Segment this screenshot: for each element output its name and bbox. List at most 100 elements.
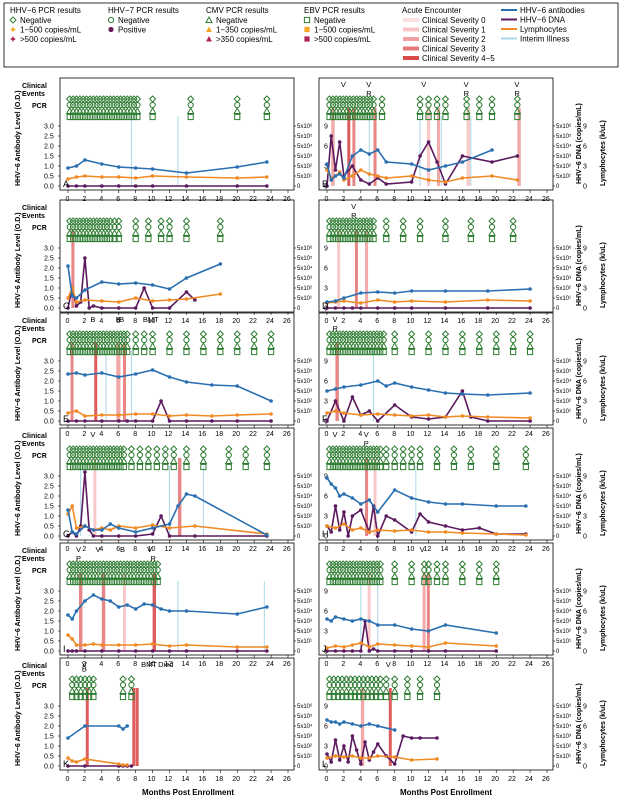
severity-band: [93, 458, 97, 536]
x-tick-label: 16: [198, 431, 206, 438]
pcr-ebv-marker: [356, 578, 364, 586]
pcr-ebv-marker: [113, 463, 121, 471]
y-lymph-tick-label: 6: [583, 724, 587, 731]
lymphocytes-point: [350, 174, 355, 178]
lymphocytes-line: [326, 755, 438, 761]
pcr-cmv-marker: [379, 341, 388, 349]
hhv6-antibodies-point: [91, 593, 96, 597]
pcr-hhv6-marker: [407, 445, 416, 453]
hhv6-dna-point: [66, 306, 70, 310]
y-lymph-tick-label: 9: [583, 124, 587, 131]
pcr-cmv-marker: [509, 228, 517, 236]
pcr-cmv-marker: [199, 456, 208, 464]
legend-label: Positive: [118, 26, 147, 35]
y-dna-label: HHV−6 DNA (copies/mL): [576, 453, 583, 534]
y-lymph-tick-label: 3: [583, 286, 587, 293]
pcr-ebv-marker: [81, 693, 89, 701]
x-tick-label: 18: [215, 196, 223, 203]
y-dna-tick-label: 5x10³: [556, 619, 571, 625]
pcr-ebv-marker: [370, 578, 377, 586]
lymphocytes-point: [350, 754, 355, 758]
pcr-hhv6-marker: [127, 675, 136, 683]
pcr-hhv7-marker: [234, 101, 241, 109]
pcr-hhv7-marker: [442, 336, 449, 344]
pcr-hhv6-marker: [157, 217, 165, 225]
pcr-ebv-marker: [329, 113, 337, 121]
lymphocytes-line: [67, 634, 267, 648]
hhv6-antibodies-point: [337, 172, 342, 176]
y-tick-label: 1.5: [44, 154, 54, 161]
clinical-event: B: [116, 315, 121, 324]
legend-label: Lymphocytes: [520, 25, 567, 34]
pcr-hhv6-marker: [127, 445, 136, 453]
x-axis-title: Months Post Enrollment: [400, 788, 492, 797]
hhv6-dna-point: [515, 154, 520, 158]
pcr-hhv7-marker: [433, 681, 441, 689]
x-tick-label: 22: [249, 431, 257, 438]
pcr-ebv-marker: [400, 463, 407, 471]
pcr-hhv6-marker: [416, 675, 424, 683]
y-tick-label: 1.5: [44, 276, 54, 283]
lymphocytes-point: [66, 296, 70, 300]
x-tick-label: 8: [392, 318, 396, 325]
hhv6-dna-point: [350, 395, 355, 399]
x-tick-label: 4: [99, 431, 103, 438]
pcr-label: PCR: [32, 568, 47, 575]
y-dna-tick-label: 5x10¹: [297, 754, 312, 760]
lymphocytes-point: [528, 299, 532, 303]
y-lymph-tick-label: 9: [583, 704, 587, 711]
hhv6-dna-point: [435, 160, 439, 164]
y-dna-tick-label: 5x10²: [297, 629, 312, 635]
x-tick-label: 10: [407, 661, 415, 668]
x-tick-label: 20: [491, 661, 499, 668]
hhv6-antibodies-point: [460, 502, 465, 506]
x-tick-label: 14: [181, 431, 189, 438]
y-dna-tick-label: 5x10¹: [297, 639, 312, 645]
lymphocytes-point: [375, 642, 380, 646]
pcr-ebv-marker: [380, 348, 387, 356]
hhv6-dna-point: [350, 734, 355, 738]
y-dna-tick-label: 5x10⁴: [556, 378, 572, 385]
pcr-hhv6-marker: [522, 445, 530, 453]
hhv6-dna-point: [384, 514, 389, 518]
pcr-ebv-marker: [346, 113, 353, 121]
hhv6-antibodies-point: [375, 148, 380, 152]
hhv6-antibodies-point: [443, 502, 448, 506]
pcr-ebv-marker: [336, 348, 343, 356]
pcr-ebv-marker: [367, 348, 374, 356]
hhv6-dna-point: [83, 649, 87, 653]
pcr-hhv6-marker: [144, 217, 153, 225]
pcr-ebv-marker: [433, 578, 441, 586]
lymphocytes-point: [375, 754, 380, 758]
x-tick-label: 18: [474, 661, 482, 668]
pcr-ebv-marker: [353, 113, 360, 121]
pcr-hhv6-marker: [488, 217, 496, 225]
pcr-ebv-marker: [364, 693, 371, 701]
pcr-hhv7-marker: [433, 101, 441, 109]
pcr-hhv7-marker: [488, 101, 496, 109]
pcr-ebv-marker: [80, 113, 87, 121]
pcr-ebv-marker: [370, 348, 377, 356]
lymphocytes-point: [392, 755, 397, 759]
hhv6-dna-point: [350, 514, 355, 518]
y-tick-label: 0.5: [44, 639, 54, 646]
x-tick-label: 0: [66, 431, 70, 438]
y-lymph-label: Lymphocytes (k/uL): [600, 120, 607, 186]
y-dna-tick-label: 5x10⁶: [556, 588, 572, 595]
y-dna-tick-label: 5x10⁵: [556, 483, 572, 490]
pcr-hhv6-marker: [233, 95, 241, 103]
pcr-ebv-marker: [103, 235, 111, 243]
clinical-event: B: [120, 545, 125, 554]
pcr-hhv7-marker: [267, 336, 275, 344]
hhv6-dna-point: [409, 306, 414, 310]
y-lymph-label: Lymphocytes (k/uL): [600, 355, 607, 421]
pcr-ebv-marker: [120, 578, 127, 586]
y-dna-tick-label: 5x10⁴: [556, 723, 572, 730]
x-tick-label: 0: [66, 661, 70, 668]
hhv6-antibodies-point: [375, 623, 380, 627]
hhv6-antibodies-point: [490, 148, 494, 152]
pcr-cmv-marker: [263, 456, 271, 464]
hhv6-dna-point: [329, 530, 334, 534]
hhv6-dna-point: [363, 740, 367, 744]
